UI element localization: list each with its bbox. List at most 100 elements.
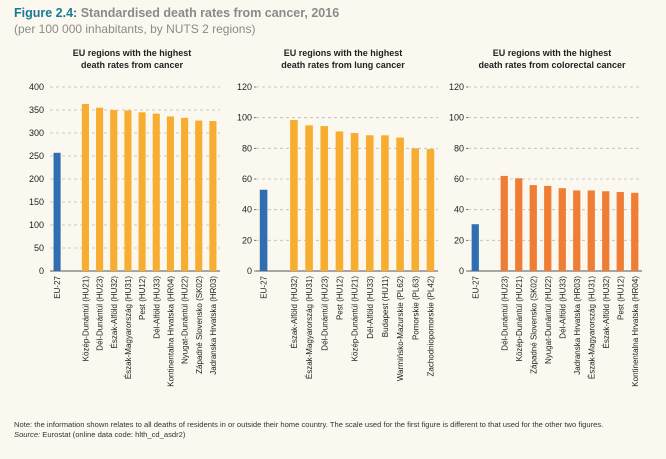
category-label: Észak-Alföld (HU32)	[110, 276, 119, 349]
category-label: Kontinentalna Hrvatska (HR04)	[631, 276, 640, 387]
category-label: Kontinentalna Hrvatska (HR04)	[166, 276, 175, 387]
y-tick-label: 0	[459, 266, 464, 276]
y-tick-label: 20	[242, 235, 252, 245]
bar-region	[616, 192, 624, 271]
bar-region	[365, 135, 374, 271]
y-tick-label: 120	[449, 82, 464, 92]
y-tick-label: 40	[242, 205, 252, 215]
category-label: Pest (HU12)	[335, 276, 344, 320]
category-label: Warmińsko-Mazurskie (PL62)	[396, 276, 405, 381]
category-label: EU-27	[260, 275, 269, 298]
bar-region	[558, 188, 566, 271]
bar-region	[426, 149, 435, 271]
y-tick-label: 350	[29, 105, 44, 115]
y-tick-label: 60	[242, 174, 252, 184]
category-label: Dél-Dunántúl (HU23)	[96, 276, 105, 351]
bar-region	[209, 121, 217, 271]
source-text: Eurostat (online data code: hlth_cd_asdr…	[40, 430, 186, 439]
category-label: Dél-Dunántúl (HU23)	[320, 276, 329, 351]
bar-eu-27	[259, 189, 268, 271]
bar-region	[631, 192, 639, 271]
category-label: Közép-Dunántúl (HU21)	[515, 276, 524, 362]
figure-header: Figure 2.4: Standardised death rates fro…	[14, 6, 339, 36]
bar-region	[305, 125, 313, 271]
bar-region	[515, 178, 523, 271]
category-label: Észak-Magyarország (HU31)	[124, 276, 133, 379]
y-tick-label: 60	[454, 174, 464, 184]
category-label: Észak-Magyarország (HU31)	[305, 276, 314, 379]
category-label: Dél-Alföld (HU33)	[366, 276, 375, 339]
bar-eu-27	[53, 152, 61, 271]
footer-note: Note: the information shown relates to a…	[14, 420, 604, 429]
bar-region	[573, 190, 581, 271]
bar-region	[396, 137, 404, 271]
category-label: Észak-Magyarország (HU31)	[587, 276, 596, 379]
category-label: Közép-Dunántúl (HU21)	[351, 276, 360, 362]
category-label: Észak-Alföld (HU32)	[290, 276, 299, 349]
bar-region	[96, 107, 104, 271]
category-label: Dél-Alföld (HU33)	[558, 276, 567, 339]
panel-title-line: death rates from colorectal cancer	[478, 60, 626, 70]
bar-region	[152, 113, 160, 272]
bar-region	[602, 191, 610, 271]
category-label: Jadranska Hrvatska (HR03)	[209, 276, 218, 375]
y-tick-label: 80	[454, 143, 464, 153]
bar-region	[381, 135, 389, 271]
bar-region	[138, 112, 146, 271]
panel-title-line: death rates from lung cancer	[281, 60, 405, 70]
category-label: Dél-Dunántúl (HU23)	[500, 276, 509, 351]
y-tick-label: 250	[29, 151, 44, 161]
bar-region	[350, 133, 359, 271]
y-tick-label: 300	[29, 128, 44, 138]
panel-title-line: EU regions with the highest	[73, 48, 192, 58]
bar-region	[411, 148, 420, 271]
y-tick-label: 200	[29, 174, 44, 184]
panel-title-line: EU regions with the highest	[493, 48, 612, 58]
y-tick-label: 100	[237, 113, 252, 123]
category-label: EU-27	[53, 275, 62, 298]
bar-region	[181, 117, 189, 271]
chart-panel-3: EU regions with the highest death rates f…	[449, 48, 642, 387]
figure-subtitle: (per 100 000 inhabitants, by NUTS 2 regi…	[14, 22, 256, 36]
bar-region	[81, 104, 89, 272]
bar-region	[500, 175, 508, 271]
figure-title: Figure 2.4: Standardised death rates fro…	[14, 6, 339, 20]
y-tick-label: 120	[237, 82, 252, 92]
category-label: EU-27	[471, 275, 480, 298]
category-label: Nyugat-Dunántúl (HU22)	[544, 276, 553, 364]
category-label: Nyugat-Dunántúl (HU22)	[181, 276, 190, 364]
bar-region	[544, 185, 552, 271]
figure-title-text: Standardised death rates from cancer, 20…	[80, 6, 340, 20]
bar-region	[124, 110, 132, 272]
y-tick-label: 40	[454, 205, 464, 215]
panel-title-line: EU regions with the highest	[284, 48, 403, 58]
category-label: Észak-Alföld (HU32)	[602, 276, 611, 349]
footer-source: Source: Eurostat (online data code: hlth…	[14, 430, 654, 440]
y-tick-label: 100	[449, 113, 464, 123]
bar-eu-27	[471, 224, 479, 271]
category-label: Jadranska Hrvatska (HR03)	[573, 276, 582, 375]
chart-panel-1: EU regions with the highest death rates f…	[29, 48, 220, 387]
bar-region	[529, 185, 537, 271]
chart-panel-2: EU regions with the highest death rates f…	[237, 48, 438, 381]
category-label: Budapest (HU11)	[381, 276, 390, 338]
y-tick-label: 100	[29, 220, 44, 230]
category-label: Dél-Alföld (HU33)	[152, 276, 161, 339]
panel-title-line: death rates from cancer	[81, 60, 184, 70]
bar-region	[587, 190, 595, 271]
y-tick-label: 50	[34, 243, 44, 253]
bar-region	[335, 131, 344, 271]
y-tick-label: 400	[29, 82, 44, 92]
y-tick-label: 20	[454, 235, 464, 245]
y-tick-label: 150	[29, 197, 44, 207]
y-tick-label: 80	[242, 143, 252, 153]
figure-footer: Note: the information shown relates to a…	[14, 420, 654, 440]
bar-region	[290, 119, 298, 271]
category-label: Západné Slovensko (SK02)	[529, 276, 538, 374]
category-label: Pest (HU12)	[138, 276, 147, 320]
category-label: Západné Slovensko (SK02)	[195, 276, 204, 374]
figure-label: Figure 2.4:	[14, 6, 78, 20]
bar-region	[195, 120, 203, 271]
y-tick-label: 0	[39, 266, 44, 276]
bar-region	[320, 126, 329, 271]
